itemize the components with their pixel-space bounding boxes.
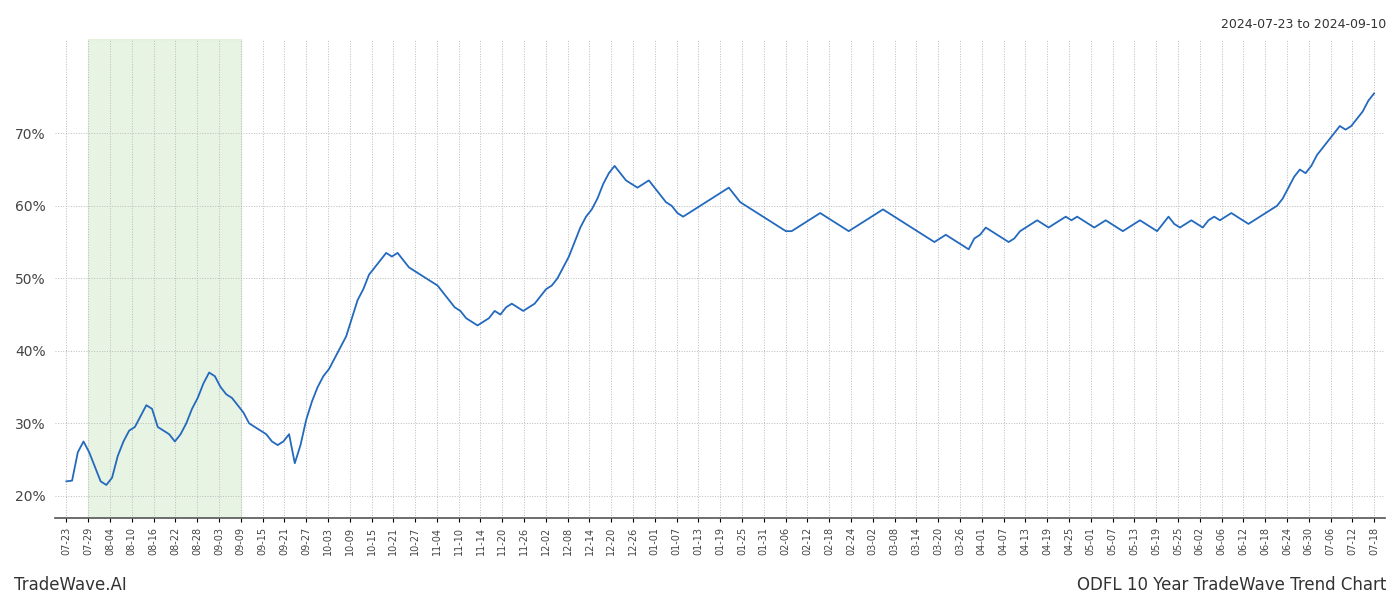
Bar [88, 39, 241, 518]
Text: TradeWave.AI: TradeWave.AI [14, 576, 127, 594]
Text: ODFL 10 Year TradeWave Trend Chart: ODFL 10 Year TradeWave Trend Chart [1077, 576, 1386, 594]
Text: 2024-07-23 to 2024-09-10: 2024-07-23 to 2024-09-10 [1221, 18, 1386, 31]
